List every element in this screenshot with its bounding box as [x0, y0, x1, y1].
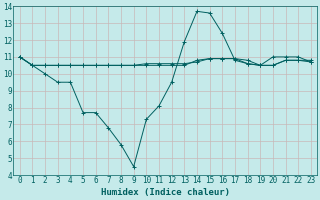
X-axis label: Humidex (Indice chaleur): Humidex (Indice chaleur) [101, 188, 230, 197]
